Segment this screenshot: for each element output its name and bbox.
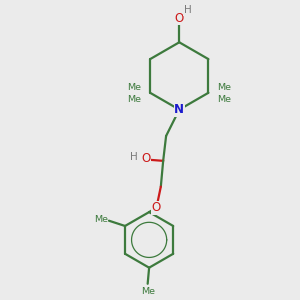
Text: O: O <box>175 12 184 25</box>
Text: H: H <box>184 5 191 15</box>
Text: N: N <box>174 103 184 116</box>
Text: Me: Me <box>94 215 108 224</box>
Text: Me: Me <box>127 83 141 92</box>
Text: Me: Me <box>218 83 232 92</box>
Text: H: H <box>130 152 138 162</box>
Text: O: O <box>152 201 161 214</box>
Text: Me: Me <box>218 95 232 104</box>
Text: Me: Me <box>141 287 155 296</box>
Text: O: O <box>141 152 150 165</box>
Text: Me: Me <box>127 95 141 104</box>
